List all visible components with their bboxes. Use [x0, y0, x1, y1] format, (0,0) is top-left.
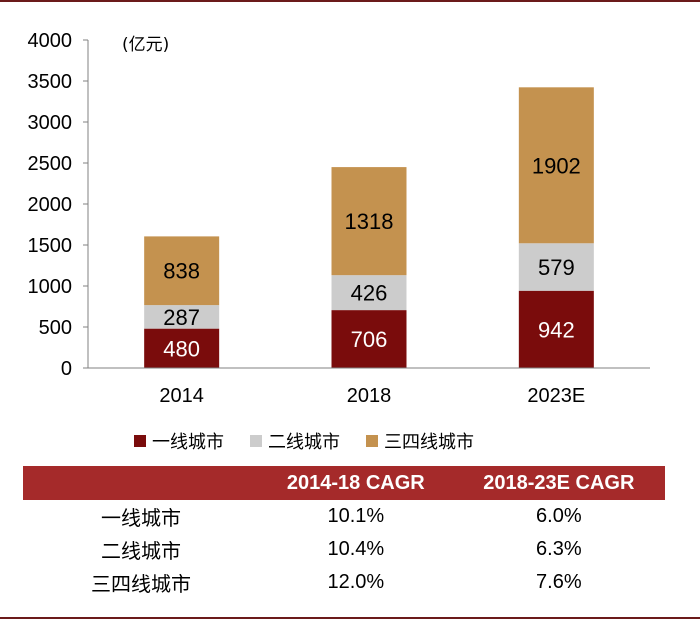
cagr-2018-23e-tier34: 7.6%	[536, 571, 582, 593]
y-tick-label: 2500	[28, 153, 73, 175]
cagr-2014-18-tier1: 10.1%	[327, 505, 385, 527]
data-label: 1902	[532, 153, 581, 178]
cagr-2014-18-tier2: 10.4%	[327, 538, 385, 560]
legend-label-tier34: 三四线城市	[384, 432, 474, 453]
chart-legend: 一线城市 二线城市 三四线城市	[134, 428, 474, 454]
y-unit-label: (亿元)	[122, 35, 169, 55]
bar-segment	[518, 243, 594, 291]
stacked-bar-chart: 0 500 1000 1500 2000 2500 3000 3500 4000 480 287 8…	[28, 30, 650, 407]
y-axis: 0 500 1000 1500 2000 2500 3000 3500 4000	[28, 30, 89, 380]
data-label: 706	[351, 327, 388, 352]
cagr-header-2018-23e: 2018-23E CAGR	[483, 471, 635, 494]
x-tick-label: 2014	[159, 385, 204, 407]
legend-swatch-tier1	[134, 435, 146, 447]
data-label: 1318	[345, 209, 394, 234]
data-label: 426	[351, 281, 388, 306]
bar-segment	[518, 290, 594, 368]
cagr-2014-18-tier34: 12.0%	[327, 571, 385, 593]
cagr-2018-23e-tier1: 6.0%	[536, 505, 582, 527]
y-tick-label: 3500	[28, 71, 73, 93]
data-label: 838	[163, 259, 200, 284]
bar-segment	[144, 236, 220, 306]
x-tick-label: 2023E	[527, 385, 585, 407]
y-tick-label: 3000	[28, 112, 73, 134]
y-tick-label: 500	[39, 317, 72, 339]
data-label: 579	[538, 255, 575, 280]
x-axis: 2014 2018 2023E	[88, 367, 650, 407]
data-label: 287	[163, 305, 200, 330]
bar-segment	[518, 87, 594, 244]
y-tick-label: 1000	[28, 276, 73, 298]
data-label: 480	[163, 336, 200, 361]
cagr-table-header-row: 2014-18 CAGR 2018-23E CAGR	[23, 466, 665, 500]
bar-group: 480 287 838 706 426 1318 942 579 1902	[144, 87, 594, 368]
bar-segment	[144, 305, 220, 329]
legend-item-tier1: 一线城市	[134, 428, 224, 454]
y-tick-label: 0	[61, 358, 72, 380]
cagr-header-empty	[23, 466, 259, 500]
bar-segment	[331, 310, 407, 368]
bar-segment	[331, 167, 407, 276]
bar-segment	[331, 275, 407, 311]
row-label-tier1: 一线城市	[101, 506, 181, 530]
data-label: 942	[538, 317, 575, 342]
table-row: 一线城市 10.1% 6.0%	[23, 500, 665, 533]
row-label-tier34: 三四线城市	[91, 572, 191, 596]
row-label-tier2: 二线城市	[101, 539, 181, 563]
legend-item-tier2: 二线城市	[250, 428, 340, 454]
legend-item-tier34: 三四线城市	[366, 428, 474, 454]
table-row: 二线城市 10.4% 6.3%	[23, 533, 665, 566]
legend-label-tier1: 一线城市	[152, 432, 224, 453]
y-tick-label: 4000	[28, 30, 73, 52]
table-row: 三四线城市 12.0% 7.6%	[23, 566, 665, 599]
bar-segment	[144, 328, 220, 368]
x-tick-label: 2018	[347, 385, 392, 407]
cagr-2018-23e-tier2: 6.3%	[536, 538, 582, 560]
y-tick-label: 2000	[28, 194, 73, 216]
cagr-table: 2014-18 CAGR 2018-23E CAGR 一线城市 10.1% 6.…	[23, 466, 665, 599]
legend-label-tier2: 二线城市	[268, 432, 340, 453]
bottom-frame-line	[0, 617, 700, 619]
legend-swatch-tier2	[250, 435, 262, 447]
cagr-header-2014-18: 2014-18 CAGR	[286, 471, 425, 494]
top-frame-line	[0, 0, 700, 2]
legend-swatch-tier34	[366, 435, 378, 447]
y-tick-label: 1500	[28, 235, 73, 257]
